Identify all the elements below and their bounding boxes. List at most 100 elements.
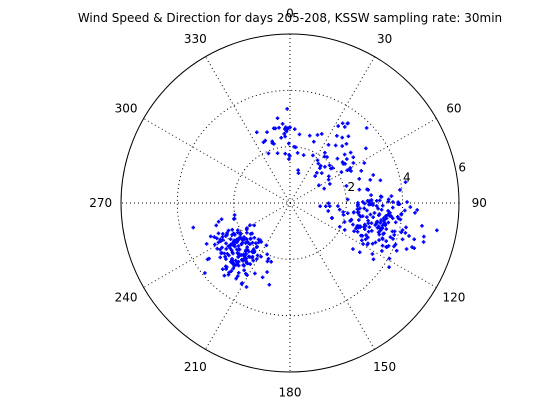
data-point — [204, 242, 209, 246]
data-point — [271, 126, 276, 131]
data-point — [265, 270, 269, 274]
data-point — [287, 157, 291, 161]
grid-circle — [176, 89, 404, 317]
data-point — [410, 245, 414, 249]
angle-tick-label: 150 — [373, 360, 396, 374]
data-point — [351, 247, 355, 251]
data-point — [301, 153, 306, 157]
data-point — [318, 164, 323, 168]
data-point — [219, 217, 224, 222]
data-point — [236, 270, 241, 275]
data-point — [252, 235, 257, 240]
data-point — [232, 238, 237, 243]
data-point — [254, 257, 259, 261]
data-point — [346, 121, 350, 126]
data-point — [232, 216, 237, 221]
data-point — [292, 127, 297, 131]
data-point — [286, 141, 291, 146]
data-point — [224, 247, 229, 251]
data-point — [229, 269, 234, 273]
data-point — [377, 212, 382, 216]
data-point — [435, 228, 439, 233]
data-point — [369, 198, 374, 202]
data-point — [292, 144, 296, 149]
data-point — [280, 122, 285, 126]
data-point — [220, 235, 225, 239]
data-point — [231, 231, 236, 236]
data-point — [368, 212, 373, 217]
data-point — [384, 214, 388, 218]
angle-tick-label: 240 — [115, 291, 138, 305]
data-point — [231, 266, 236, 271]
data-point — [248, 237, 253, 241]
data-point — [370, 241, 375, 246]
data-point — [285, 107, 289, 111]
data-point — [250, 250, 255, 254]
data-point — [349, 218, 353, 223]
angle-tick-label: 120 — [442, 291, 465, 305]
data-point — [265, 259, 270, 264]
data-point — [256, 237, 261, 242]
data-point — [337, 207, 342, 212]
data-point — [240, 240, 245, 245]
data-point — [360, 238, 364, 243]
data-point — [245, 226, 249, 230]
data-point — [279, 135, 283, 140]
data-point — [326, 209, 331, 213]
data-point — [380, 249, 384, 253]
data-point — [315, 170, 319, 175]
data-point — [236, 244, 241, 248]
data-point — [366, 218, 370, 223]
data-point — [371, 173, 376, 177]
data-point — [242, 256, 247, 261]
data-point — [264, 243, 269, 248]
data-point — [275, 116, 280, 121]
data-point — [203, 271, 207, 275]
data-point — [316, 161, 321, 166]
data-point — [366, 241, 370, 246]
data-point — [245, 261, 250, 266]
data-point — [248, 223, 252, 228]
data-point — [323, 204, 328, 209]
data-point — [362, 206, 367, 211]
data-point — [234, 237, 239, 242]
grid-spoke — [205, 56, 375, 350]
data-point — [387, 265, 391, 269]
data-point — [283, 134, 287, 139]
data-point — [342, 220, 347, 224]
data-point — [239, 236, 243, 240]
data-point — [259, 240, 264, 244]
data-point — [327, 204, 332, 208]
data-point — [220, 267, 225, 272]
data-point — [412, 237, 417, 242]
data-point — [386, 212, 390, 217]
data-point — [244, 237, 249, 241]
data-point — [297, 132, 302, 137]
data-point — [252, 223, 257, 228]
data-point — [403, 231, 408, 235]
data-point — [378, 198, 382, 203]
data-point — [351, 222, 355, 227]
data-point — [224, 234, 228, 238]
data-point — [340, 135, 345, 140]
data-point — [215, 246, 220, 251]
data-point — [243, 241, 248, 245]
data-point — [400, 237, 405, 242]
data-point — [364, 233, 368, 237]
data-point — [255, 253, 260, 258]
data-point — [389, 194, 394, 198]
data-point — [311, 153, 315, 158]
data-point — [247, 254, 251, 259]
data-point — [344, 184, 349, 188]
data-point — [234, 276, 238, 281]
data-point — [355, 204, 360, 208]
data-point — [250, 231, 254, 236]
data-point — [233, 258, 238, 263]
data-point — [381, 216, 386, 220]
data-point — [336, 124, 341, 128]
radial-tick-label: 6 — [458, 161, 466, 175]
data-point — [218, 247, 222, 252]
data-point — [326, 201, 331, 206]
data-point — [391, 200, 395, 204]
data-point — [388, 211, 392, 215]
